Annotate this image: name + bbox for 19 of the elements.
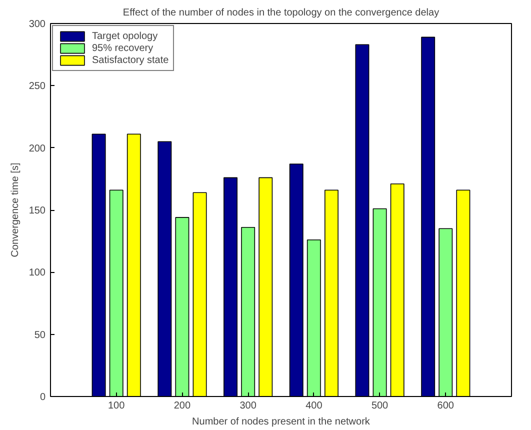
x-axis-title: Number of nodes present in the network <box>192 416 371 428</box>
y-tick-label: 0 <box>40 392 46 403</box>
x-tick-label: 100 <box>108 400 126 412</box>
x-tick-label: 500 <box>371 400 389 412</box>
legend-label: Target opology <box>92 30 158 42</box>
y-tick-label: 150 <box>28 206 46 216</box>
legend-label: Satisfactory state <box>92 54 169 66</box>
chart-title: Effect of the number of nodes in the topology on the convergence delay <box>122 8 440 18</box>
x-tick-label: 600 <box>437 400 454 412</box>
legend-label: 95% recovery <box>92 42 154 54</box>
y-tick-label: 300 <box>28 19 46 30</box>
y-axis-title: Convergence time [s] <box>10 162 21 258</box>
y-tick-label: 200 <box>28 143 46 154</box>
x-tick-label: 400 <box>306 400 323 412</box>
y-tick-label: 50 <box>34 330 46 341</box>
x-tick-label: 200 <box>174 400 191 412</box>
y-tick-label: 250 <box>28 81 46 92</box>
y-tick-label: 100 <box>28 268 46 279</box>
x-tick-label: 300 <box>240 400 257 412</box>
